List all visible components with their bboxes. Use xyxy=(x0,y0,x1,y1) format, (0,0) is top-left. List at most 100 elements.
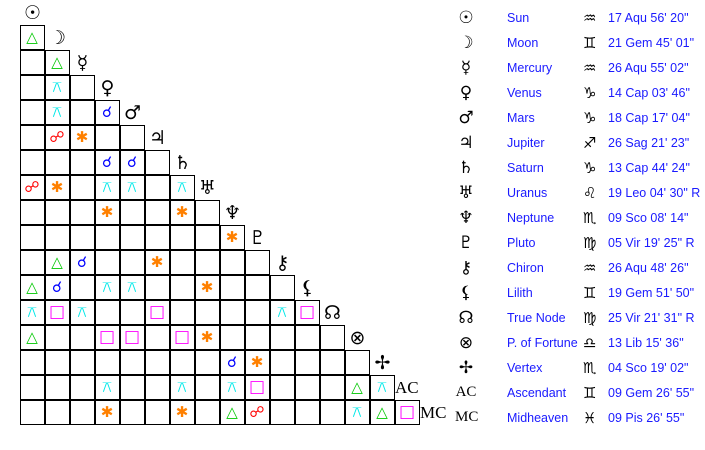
planet-name[interactable]: Vertex xyxy=(507,360,543,375)
aspect-cell[interactable]: △ xyxy=(19,274,45,300)
planet-name[interactable]: Uranus xyxy=(507,185,548,200)
aspect-cell[interactable]: ✱ xyxy=(244,349,270,375)
aspect-cell[interactable]: ✱ xyxy=(169,399,195,425)
planet-name[interactable]: Jupiter xyxy=(507,135,545,150)
aspect-cell[interactable]: ⚻ xyxy=(44,74,70,100)
aspect-cell[interactable] xyxy=(44,149,70,175)
aspect-cell[interactable] xyxy=(94,299,120,325)
aspect-cell[interactable] xyxy=(69,399,95,425)
aspect-cell[interactable] xyxy=(294,349,320,375)
aspect-cell[interactable]: ⚻ xyxy=(119,274,145,300)
aspect-cell[interactable] xyxy=(44,199,70,225)
planet-name[interactable]: Saturn xyxy=(507,160,544,175)
aspect-cell[interactable]: ☍ xyxy=(244,399,270,425)
aspect-cell[interactable]: ☍ xyxy=(19,174,45,200)
aspect-cell[interactable] xyxy=(94,124,120,150)
aspect-cell[interactable] xyxy=(144,199,170,225)
aspect-cell[interactable] xyxy=(44,349,70,375)
aspect-cell[interactable] xyxy=(269,399,295,425)
aspect-cell[interactable] xyxy=(244,249,270,275)
aspect-cell[interactable]: ⚻ xyxy=(94,274,120,300)
aspect-cell[interactable] xyxy=(119,374,145,400)
aspect-cell[interactable]: ⚻ xyxy=(169,374,195,400)
aspect-cell[interactable] xyxy=(194,299,220,325)
aspect-cell[interactable]: ⚻ xyxy=(219,374,245,400)
aspect-cell[interactable] xyxy=(169,249,195,275)
aspect-cell[interactable]: ⚻ xyxy=(94,174,120,200)
aspect-cell[interactable]: △ xyxy=(19,324,45,350)
aspect-cell[interactable] xyxy=(119,224,145,250)
aspect-cell[interactable] xyxy=(69,224,95,250)
planet-name[interactable]: Venus xyxy=(507,85,542,100)
aspect-cell[interactable]: △ xyxy=(344,374,370,400)
aspect-cell[interactable] xyxy=(119,299,145,325)
aspect-cell[interactable]: △ xyxy=(219,399,245,425)
aspect-cell[interactable] xyxy=(69,274,95,300)
planet-name[interactable]: Mars xyxy=(507,110,535,125)
aspect-cell[interactable]: ✱ xyxy=(94,199,120,225)
aspect-cell[interactable]: ⚻ xyxy=(44,99,70,125)
aspect-cell[interactable] xyxy=(194,224,220,250)
aspect-cell[interactable] xyxy=(144,324,170,350)
aspect-cell[interactable] xyxy=(344,349,370,375)
aspect-cell[interactable] xyxy=(19,224,45,250)
aspect-cell[interactable] xyxy=(69,349,95,375)
aspect-cell[interactable] xyxy=(69,374,95,400)
aspect-cell[interactable] xyxy=(219,274,245,300)
aspect-cell[interactable] xyxy=(69,74,95,100)
aspect-cell[interactable] xyxy=(169,349,195,375)
aspect-cell[interactable]: ✱ xyxy=(194,324,220,350)
aspect-cell[interactable]: □ xyxy=(119,324,145,350)
aspect-cell[interactable] xyxy=(194,374,220,400)
aspect-cell[interactable] xyxy=(19,149,45,175)
planet-name[interactable]: Moon xyxy=(507,35,539,50)
aspect-cell[interactable] xyxy=(19,49,45,75)
aspect-cell[interactable]: ☌ xyxy=(219,349,245,375)
aspect-cell[interactable] xyxy=(69,324,95,350)
aspect-cell[interactable] xyxy=(169,224,195,250)
aspect-cell[interactable]: ✱ xyxy=(169,199,195,225)
aspect-cell[interactable]: □ xyxy=(394,399,420,425)
aspect-cell[interactable]: ✱ xyxy=(219,224,245,250)
aspect-cell[interactable] xyxy=(319,399,345,425)
aspect-cell[interactable]: △ xyxy=(44,249,70,275)
aspect-cell[interactable] xyxy=(69,174,95,200)
aspect-cell[interactable]: □ xyxy=(169,324,195,350)
aspect-cell[interactable] xyxy=(294,374,320,400)
aspect-cell[interactable] xyxy=(69,149,95,175)
aspect-cell[interactable] xyxy=(169,299,195,325)
aspect-cell[interactable] xyxy=(19,399,45,425)
aspect-cell[interactable] xyxy=(194,399,220,425)
aspect-cell[interactable] xyxy=(219,299,245,325)
aspect-cell[interactable]: □ xyxy=(294,299,320,325)
aspect-cell[interactable] xyxy=(44,399,70,425)
aspect-cell[interactable] xyxy=(269,274,295,300)
aspect-cell[interactable] xyxy=(294,324,320,350)
aspect-cell[interactable]: ✱ xyxy=(144,249,170,275)
aspect-cell[interactable] xyxy=(244,299,270,325)
aspect-cell[interactable] xyxy=(19,74,45,100)
aspect-cell[interactable] xyxy=(94,224,120,250)
aspect-cell[interactable] xyxy=(19,349,45,375)
aspect-cell[interactable]: □ xyxy=(94,324,120,350)
aspect-cell[interactable]: △ xyxy=(19,24,45,50)
aspect-cell[interactable]: ☌ xyxy=(69,249,95,275)
aspect-cell[interactable] xyxy=(144,174,170,200)
aspect-cell[interactable]: ✱ xyxy=(194,274,220,300)
aspect-cell[interactable] xyxy=(319,349,345,375)
aspect-cell[interactable] xyxy=(294,399,320,425)
aspect-cell[interactable] xyxy=(244,274,270,300)
aspect-cell[interactable] xyxy=(144,149,170,175)
planet-name[interactable]: Sun xyxy=(507,10,530,25)
aspect-cell[interactable] xyxy=(194,249,220,275)
aspect-cell[interactable] xyxy=(94,349,120,375)
planet-name[interactable]: Mercury xyxy=(507,60,553,75)
aspect-cell[interactable] xyxy=(119,249,145,275)
aspect-cell[interactable]: □ xyxy=(244,374,270,400)
aspect-cell[interactable]: △ xyxy=(369,399,395,425)
aspect-cell[interactable] xyxy=(244,324,270,350)
aspect-cell[interactable]: ✱ xyxy=(44,174,70,200)
aspect-cell[interactable] xyxy=(19,374,45,400)
aspect-cell[interactable] xyxy=(44,224,70,250)
aspect-cell[interactable] xyxy=(69,199,95,225)
